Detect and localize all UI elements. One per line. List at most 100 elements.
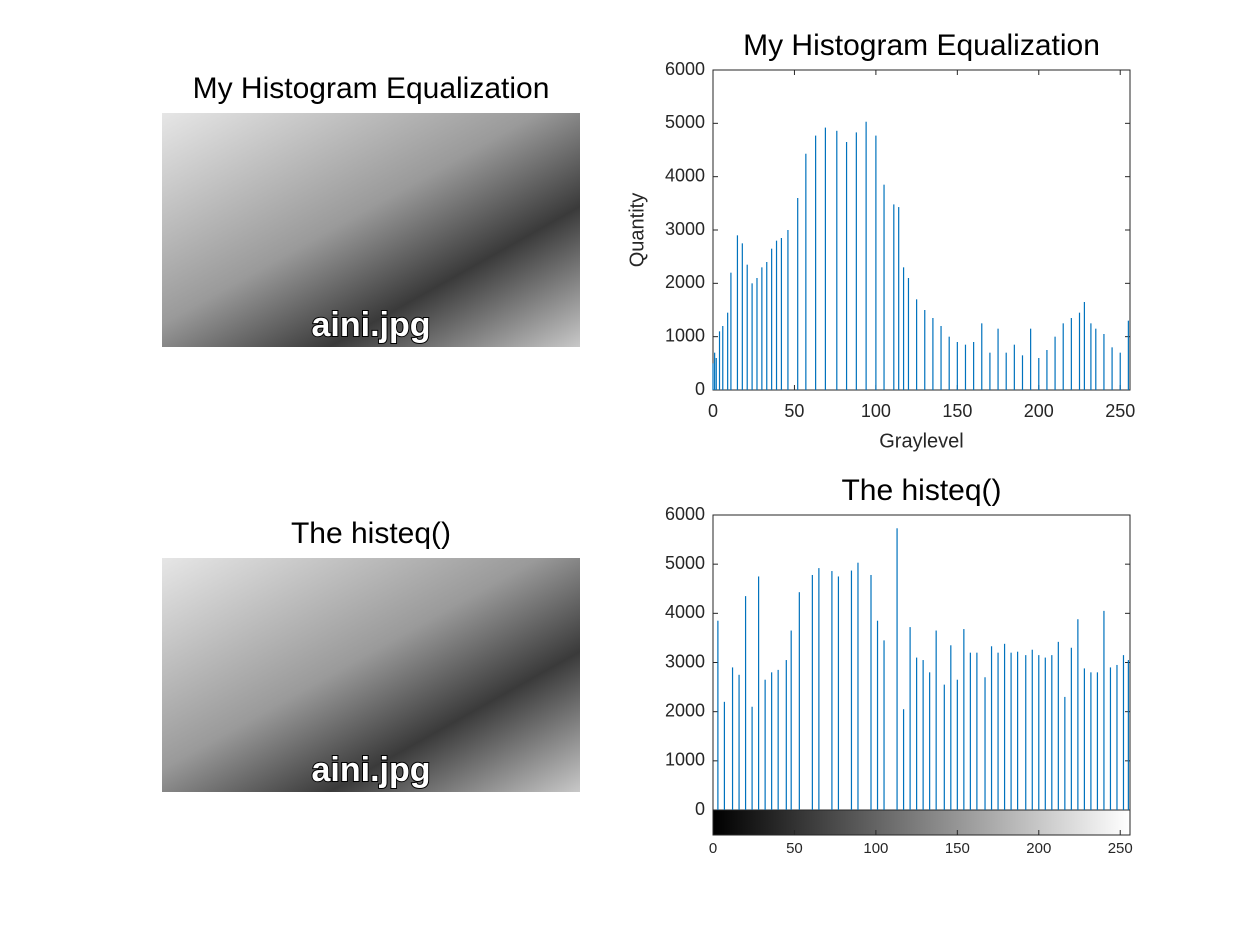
- x-tick-label: 100: [861, 401, 891, 421]
- y-tick-label: 5000: [665, 553, 705, 573]
- bar: [1090, 323, 1092, 390]
- bar: [1122, 655, 1125, 810]
- bar: [1064, 696, 1066, 810]
- bar: [1046, 350, 1048, 390]
- bar: [761, 267, 763, 390]
- bar: [787, 230, 789, 390]
- bar: [1096, 672, 1099, 810]
- bar: [771, 248, 773, 390]
- x-tick-label: 200: [1026, 840, 1051, 857]
- bar: [989, 352, 991, 390]
- bar: [902, 267, 905, 390]
- image: [162, 558, 580, 792]
- bar: [1025, 655, 1027, 810]
- bar: [1021, 355, 1024, 390]
- bar: [751, 283, 753, 390]
- bar: [758, 576, 760, 810]
- image: [162, 113, 580, 347]
- colorbar: [712, 809, 1131, 836]
- bar: [1090, 672, 1092, 810]
- bar: [896, 528, 898, 810]
- bar: [902, 709, 905, 810]
- bar: [805, 153, 807, 390]
- bar: [984, 677, 986, 810]
- bar: [1127, 320, 1129, 390]
- chart-title: My Histogram Equalization: [743, 29, 1100, 62]
- bar: [969, 652, 971, 810]
- y-tick-label: 3000: [665, 651, 705, 671]
- bar: [935, 630, 937, 810]
- y-tick-label: 0: [695, 379, 705, 399]
- bar: [837, 576, 840, 810]
- bar: [898, 207, 900, 390]
- x-tick-label: 100: [863, 840, 888, 857]
- bar: [948, 336, 950, 390]
- bar: [1003, 643, 1006, 810]
- y-tick-label: 6000: [665, 59, 705, 79]
- x-tick-label: 250: [1105, 401, 1135, 421]
- bar: [811, 574, 813, 810]
- bar: [717, 620, 719, 810]
- bar: [1010, 652, 1012, 810]
- bar: [736, 235, 739, 390]
- bar: [780, 238, 783, 390]
- bar: [883, 184, 885, 390]
- bar: [964, 344, 967, 390]
- bar: [738, 674, 740, 810]
- x-tick-label: 150: [942, 401, 972, 421]
- y-axis-label: Quantity: [626, 193, 648, 267]
- image-caption: aini.jpg: [312, 306, 431, 344]
- image-caption: aini.jpg: [312, 751, 431, 789]
- bar: [756, 278, 758, 390]
- x-tick-label: 200: [1024, 401, 1054, 421]
- bar: [1070, 318, 1072, 390]
- x-axis-label: Graylevel: [879, 430, 963, 452]
- bar: [932, 318, 934, 390]
- y-tick-label: 4000: [665, 165, 705, 185]
- bar: [1111, 347, 1113, 390]
- bar: [883, 640, 885, 810]
- bar: [714, 352, 716, 390]
- bar: [790, 630, 792, 810]
- bar: [818, 568, 820, 810]
- x-tick-label: 50: [784, 401, 804, 421]
- bar: [746, 264, 748, 390]
- bar: [741, 243, 743, 390]
- bar: [712, 363, 714, 390]
- x-tick-label: 0: [709, 840, 717, 857]
- bar: [815, 135, 817, 390]
- bar: [1070, 647, 1072, 810]
- bar: [997, 652, 999, 810]
- bar: [1030, 328, 1032, 390]
- bar: [1127, 660, 1129, 810]
- bar: [718, 331, 721, 390]
- bar: [1057, 641, 1059, 810]
- bar: [1119, 352, 1121, 390]
- bar: [1116, 664, 1118, 810]
- bar: [990, 646, 993, 810]
- y-tick-label: 1000: [665, 325, 705, 345]
- bar: [797, 198, 799, 390]
- bar: [916, 657, 918, 810]
- y-tick-label: 0: [695, 799, 705, 819]
- bar: [857, 562, 859, 810]
- bar: [981, 323, 983, 390]
- bar: [997, 328, 999, 390]
- bar: [836, 130, 838, 391]
- bar: [973, 342, 975, 390]
- bar: [723, 701, 726, 810]
- bar: [956, 342, 958, 390]
- bar: [1054, 336, 1056, 390]
- bar: [766, 262, 768, 390]
- y-tick-label: 5000: [665, 112, 705, 132]
- bar: [1078, 312, 1081, 390]
- y-tick-label: 6000: [665, 504, 705, 524]
- y-tick-label: 4000: [665, 602, 705, 622]
- bar: [940, 326, 942, 390]
- x-tick-label: 50: [786, 840, 803, 857]
- bar: [1017, 651, 1019, 810]
- bar: [875, 135, 877, 390]
- bar: [876, 620, 879, 810]
- bar: [777, 669, 779, 810]
